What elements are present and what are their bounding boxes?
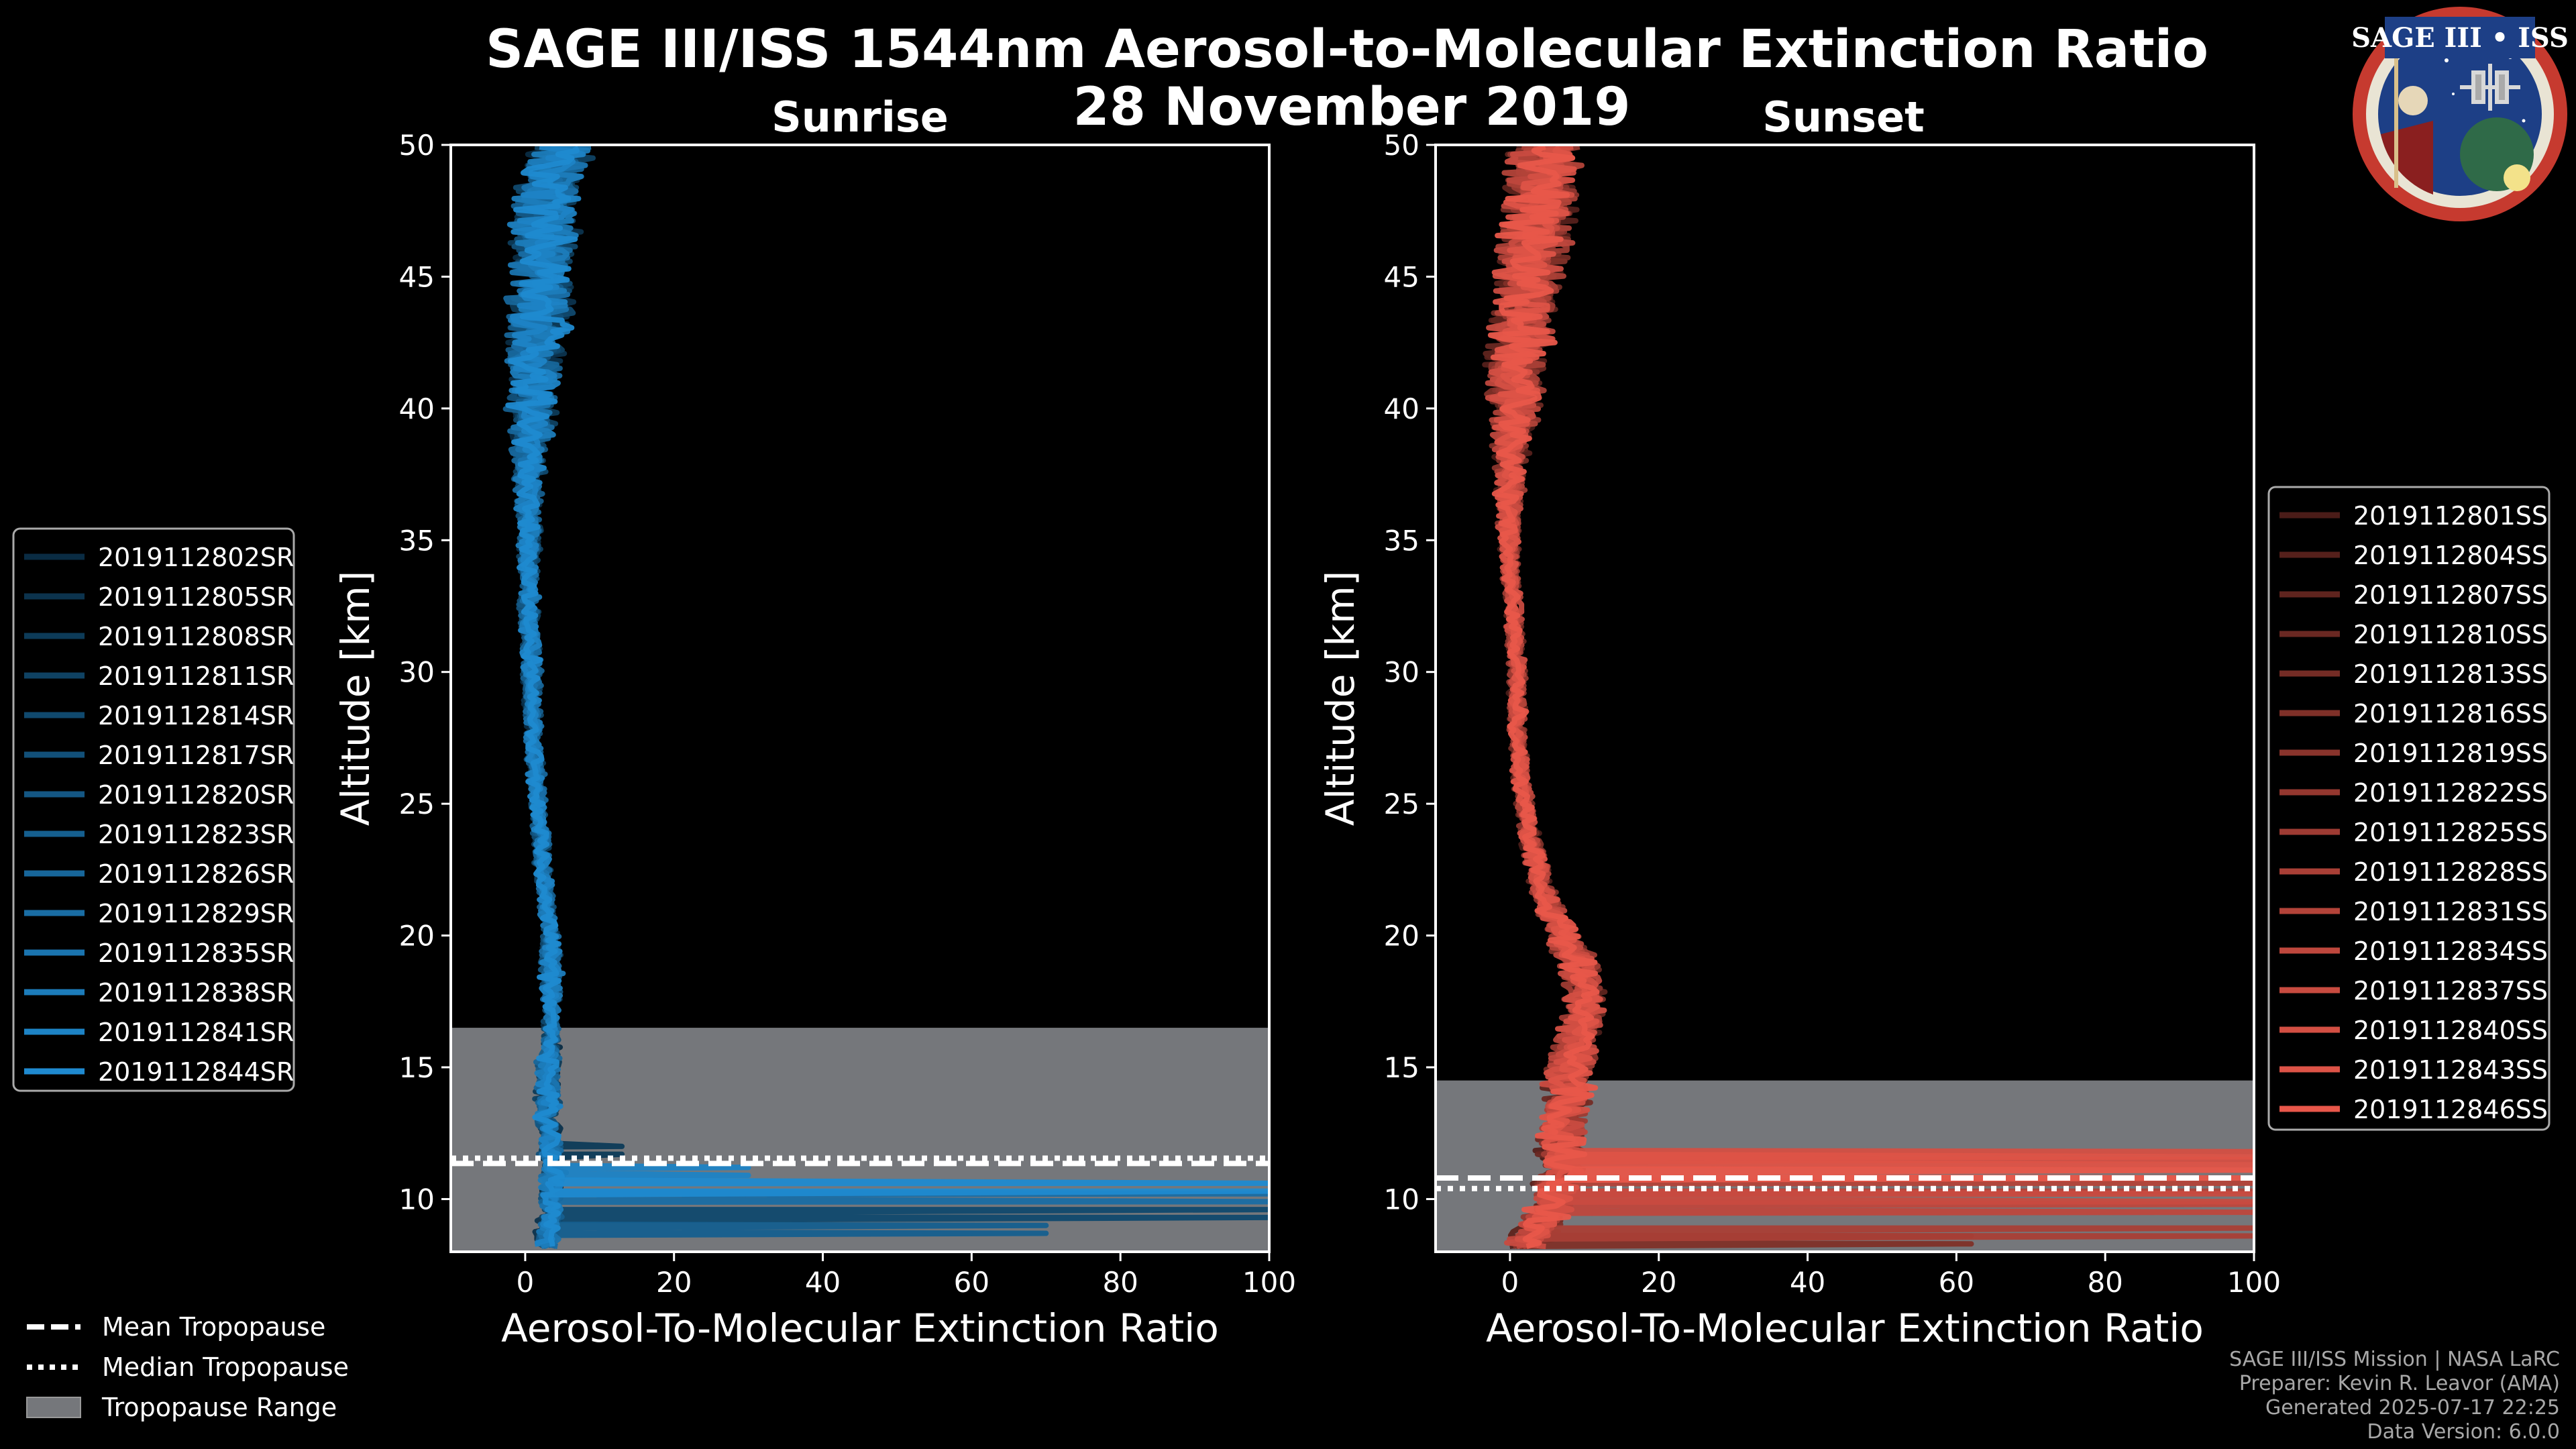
y-tick-label: 35	[399, 524, 435, 557]
sunrise-panel: 0 20 40 60 80 100 10 15 20 25 30 35 40 45 50 Sunrise Aer…	[12, 93, 1296, 1351]
legend-label: 2019112808SR	[98, 622, 294, 651]
axes-frame	[449, 144, 1271, 1253]
legend-frame	[2267, 486, 2551, 1131]
sunset-panel: 0 20 40 60 80 100 10 15 20 25 30 35 40 45 50 Sunset Aero…	[1318, 93, 2551, 1351]
x-tick-label: 0	[517, 1266, 535, 1299]
credit-line: Data Version: 6.0.0	[2367, 1420, 2560, 1444]
legend-label: 2019112843SS	[2353, 1055, 2548, 1085]
legend-label: 2019112804SS	[2353, 541, 2548, 570]
legend-label: 2019112820SR	[98, 780, 294, 810]
figure-title: SAGE III/ISS 1544nm Aerosol-to-Molecular…	[486, 19, 2208, 80]
axes-frame	[1434, 144, 2255, 1253]
legend-label: 2019112841SR	[98, 1018, 294, 1047]
logo-figure-icon	[2381, 121, 2433, 195]
legend-label: 2019112829SR	[98, 899, 294, 928]
y-tick-label: 30	[1384, 656, 1419, 689]
y-tick-label: 25	[1384, 788, 1419, 820]
credit-line: Preparer: Kevin R. Leavor (AMA)	[2239, 1372, 2560, 1395]
tropopause-legend-label: Tropopause Range	[101, 1393, 337, 1422]
y-tick-label: 35	[1384, 524, 1419, 557]
logo-text: SAGE III • ISS	[2351, 22, 2569, 54]
y-axis-label: Altitude [km]	[1318, 571, 1363, 826]
x-tick-label: 100	[1242, 1266, 1296, 1299]
y-tick-label: 15	[399, 1051, 435, 1084]
profile-line-2019112843SS	[1491, 145, 2254, 1248]
y-tick-label: 40	[399, 392, 435, 425]
y-tick-label: 50	[399, 129, 435, 162]
y-tick-label: 10	[1384, 1183, 1419, 1216]
y-tick-label: 10	[399, 1183, 435, 1216]
x-axis-label: Aerosol-To-Molecular Extinction Ratio	[1486, 1305, 2204, 1351]
tropopause-range-swatch	[26, 1397, 81, 1418]
y-tick-label: 25	[399, 788, 435, 820]
y-tick-label: 45	[1384, 260, 1419, 293]
credit-line: Generated 2025-07-17 22:25	[2265, 1396, 2560, 1419]
x-tick-label: 20	[1641, 1266, 1676, 1299]
legend-label: 2019112811SR	[98, 661, 294, 691]
tropopause-legend-label: Mean Tropopause	[102, 1312, 325, 1342]
x-tick-label: 40	[1790, 1266, 1825, 1299]
y-tick-label: 15	[1384, 1051, 1419, 1084]
credit-line: SAGE III/ISS Mission | NASA LaRC	[2229, 1348, 2560, 1371]
series-legend: 2019112802SR 2019112805SR 2019112808SR 2019…	[12, 527, 295, 1092]
y-tick-label: 20	[399, 920, 435, 953]
x-tick-label: 80	[2087, 1266, 2123, 1299]
panel-title: Sunrise	[771, 93, 949, 142]
figure-date: 28 November 2019	[1073, 77, 1630, 138]
x-tick-label: 100	[2227, 1266, 2281, 1299]
y-tick-label: 45	[399, 260, 435, 293]
legend-label: 2019112805SR	[98, 582, 294, 612]
legend-label: 2019112835SR	[98, 938, 294, 968]
legend-label: 2019112814SR	[98, 701, 294, 731]
panel-title: Sunset	[1762, 93, 1925, 142]
legend-label: 2019112816SS	[2353, 699, 2548, 729]
x-axis-label: Aerosol-To-Molecular Extinction Ratio	[501, 1305, 1219, 1351]
series-legend: 2019112801SS 2019112804SS 2019112807SS 2019…	[2267, 486, 2551, 1131]
legend-label: 2019112807SS	[2353, 580, 2548, 610]
profile-line-2019112844SR	[505, 146, 1269, 1247]
legend-label: 2019112828SS	[2353, 857, 2548, 887]
legend-label: 2019112813SS	[2353, 659, 2548, 689]
legend-label: 2019112831SS	[2353, 897, 2548, 926]
legend-label: 2019112844SR	[98, 1057, 294, 1087]
y-axis-label: Altitude [km]	[333, 571, 378, 826]
credits: SAGE III/ISS Mission | NASA LaRC Prepare…	[2229, 1348, 2560, 1444]
legend-label: 2019112838SR	[98, 978, 294, 1008]
y-tick-label: 50	[1384, 129, 1419, 162]
x-tick-label: 20	[656, 1266, 692, 1299]
profiles-group	[1482, 145, 2254, 1250]
profile-line-2019112846SS	[1487, 145, 2254, 1249]
legend-label: 2019112823SR	[98, 820, 294, 849]
tropopause-legend-label: Median Tropopause	[102, 1352, 349, 1382]
tropopause-legend: Mean Tropopause Median Tropopause Tropopau…	[26, 1312, 349, 1422]
logo-sun-icon	[2504, 164, 2530, 191]
legend-label: 2019112819SS	[2353, 739, 2548, 768]
legend-label: 2019112837SS	[2353, 976, 2548, 1006]
legend-label: 2019112822SS	[2353, 778, 2548, 808]
legend-label: 2019112825SS	[2353, 818, 2548, 847]
legend-label: 2019112810SS	[2353, 620, 2548, 649]
profile-line-2019112841SR	[510, 145, 751, 1247]
y-tick-label: 20	[1384, 920, 1419, 953]
y-tick-label: 40	[1384, 392, 1419, 425]
x-tick-label: 40	[805, 1266, 841, 1299]
x-tick-label: 0	[1501, 1266, 1519, 1299]
legend-label: 2019112840SS	[2353, 1016, 2548, 1045]
logo-head-icon	[2398, 86, 2428, 115]
logo-banner	[2385, 17, 2535, 58]
legend-label: 2019112817SR	[98, 741, 294, 770]
legend-label: 2019112826SR	[98, 859, 294, 889]
legend-label: 2019112834SS	[2353, 936, 2548, 966]
legend-label: 2019112802SR	[98, 543, 294, 572]
legend-label: 2019112846SS	[2353, 1095, 2548, 1124]
x-tick-label: 60	[954, 1266, 989, 1299]
y-tick-label: 30	[399, 656, 435, 689]
sage-iii-iss-logo: SAGE III • ISS	[2351, 7, 2569, 221]
x-tick-label: 60	[1939, 1266, 1974, 1299]
legend-label: 2019112801SS	[2353, 501, 2548, 531]
logo-station-icon	[2460, 64, 2520, 111]
profiles-group	[502, 145, 1269, 1250]
x-tick-label: 80	[1102, 1266, 1138, 1299]
